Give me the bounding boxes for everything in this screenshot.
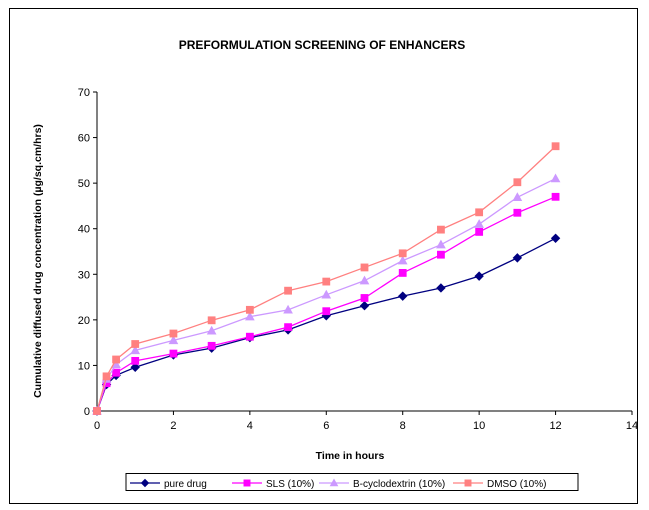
x-tick-label: 12 bbox=[549, 420, 561, 432]
data-point bbox=[360, 263, 369, 272]
data-point bbox=[245, 305, 254, 314]
x-tick-label: 14 bbox=[626, 420, 637, 432]
legend-marker bbox=[140, 478, 150, 488]
x-tick-label: 4 bbox=[247, 420, 253, 432]
series-4 bbox=[93, 142, 560, 415]
data-point bbox=[207, 341, 216, 350]
data-point bbox=[550, 233, 561, 243]
data-point bbox=[321, 289, 332, 299]
data-point bbox=[512, 192, 523, 201]
data-point bbox=[550, 173, 561, 183]
y-tick-label: 20 bbox=[78, 315, 90, 327]
data-point bbox=[436, 239, 446, 249]
data-point bbox=[130, 362, 140, 372]
data-point bbox=[131, 340, 140, 348]
data-point bbox=[398, 269, 407, 277]
legend-item-4: DMSO (10%) bbox=[453, 479, 546, 490]
legend-marker bbox=[464, 479, 472, 487]
data-point bbox=[475, 228, 484, 236]
data-point bbox=[131, 356, 140, 365]
legend-item-3: B-cyclodextrin (10%) bbox=[319, 478, 445, 490]
x-tick-label: 10 bbox=[473, 420, 485, 432]
x-tick-label: 8 bbox=[400, 420, 406, 432]
data-point bbox=[284, 323, 292, 332]
data-point bbox=[102, 372, 111, 381]
legend-label: pure drug bbox=[164, 479, 207, 490]
y-tick-label: 30 bbox=[78, 269, 90, 281]
series-line bbox=[96, 237, 556, 412]
data-point bbox=[284, 286, 292, 295]
data-point bbox=[398, 249, 407, 258]
legend-marker bbox=[243, 479, 251, 487]
y-tick-label: 60 bbox=[78, 133, 90, 145]
data-point bbox=[397, 255, 408, 265]
data-point bbox=[513, 178, 522, 187]
data-point bbox=[207, 316, 216, 325]
x-tick-label: 6 bbox=[323, 420, 329, 432]
data-point bbox=[245, 332, 254, 341]
x-tick-label: 2 bbox=[170, 420, 176, 432]
data-point bbox=[474, 219, 484, 228]
y-tick-label: 0 bbox=[84, 406, 90, 418]
legend: pure drug SLS (10%) B-cyclodextrin (10%) DM… bbox=[125, 473, 579, 491]
x-axis-label: Time in hours bbox=[316, 450, 385, 462]
data-point bbox=[437, 250, 445, 259]
data-point bbox=[359, 275, 370, 285]
legend-label: DMSO (10%) bbox=[487, 479, 546, 490]
legend-item-2: SLS (10%) bbox=[232, 479, 314, 490]
chart-area: PREFORMULATION SCREENING OF ENHANCERS Cu… bbox=[9, 8, 638, 504]
legend-marker bbox=[329, 478, 339, 487]
y-axis-label: Cumulative diffused drug concentration (… bbox=[32, 124, 44, 398]
legend-label: B-cyclodextrin (10%) bbox=[353, 479, 445, 490]
data-point bbox=[398, 291, 408, 301]
data-point bbox=[513, 208, 522, 217]
data-point bbox=[322, 277, 331, 286]
data-point bbox=[112, 368, 121, 377]
data-point bbox=[112, 355, 121, 364]
data-point bbox=[169, 329, 178, 338]
data-point bbox=[93, 407, 101, 415]
data-point bbox=[475, 208, 484, 217]
series-2 bbox=[93, 192, 560, 415]
series-1 bbox=[92, 233, 561, 416]
data-point bbox=[283, 304, 293, 314]
chart-title: PREFORMULATION SCREENING OF ENHANCERS bbox=[179, 38, 465, 52]
data-point bbox=[436, 283, 446, 293]
data-point bbox=[360, 294, 369, 302]
y-tick-label: 40 bbox=[78, 224, 90, 236]
data-point bbox=[322, 307, 331, 316]
axes: 0 10 20 30 40 50 60 70 0 2 4 6 8 10 12 14 bbox=[78, 87, 638, 432]
data-point bbox=[474, 271, 484, 281]
data-point bbox=[245, 311, 255, 321]
data-point bbox=[206, 325, 217, 335]
data-point bbox=[437, 225, 445, 234]
series-layer bbox=[92, 142, 561, 416]
chart-svg: PREFORMULATION SCREENING OF ENHANCERS Cu… bbox=[32, 38, 638, 491]
data-point bbox=[169, 349, 178, 358]
legend-item-1: pure drug bbox=[130, 478, 207, 490]
x-tick-label: 0 bbox=[94, 420, 100, 432]
data-point bbox=[130, 345, 141, 355]
legend-label: SLS (10%) bbox=[266, 479, 314, 490]
data-point bbox=[168, 335, 179, 345]
y-tick-label: 10 bbox=[78, 360, 90, 372]
data-point bbox=[551, 192, 560, 201]
y-tick-label: 70 bbox=[78, 87, 90, 99]
series-line bbox=[96, 196, 556, 412]
data-point bbox=[512, 253, 523, 263]
series-3 bbox=[92, 173, 561, 415]
data-point bbox=[551, 142, 560, 151]
data-point bbox=[359, 301, 370, 311]
y-tick-label: 50 bbox=[78, 178, 90, 190]
